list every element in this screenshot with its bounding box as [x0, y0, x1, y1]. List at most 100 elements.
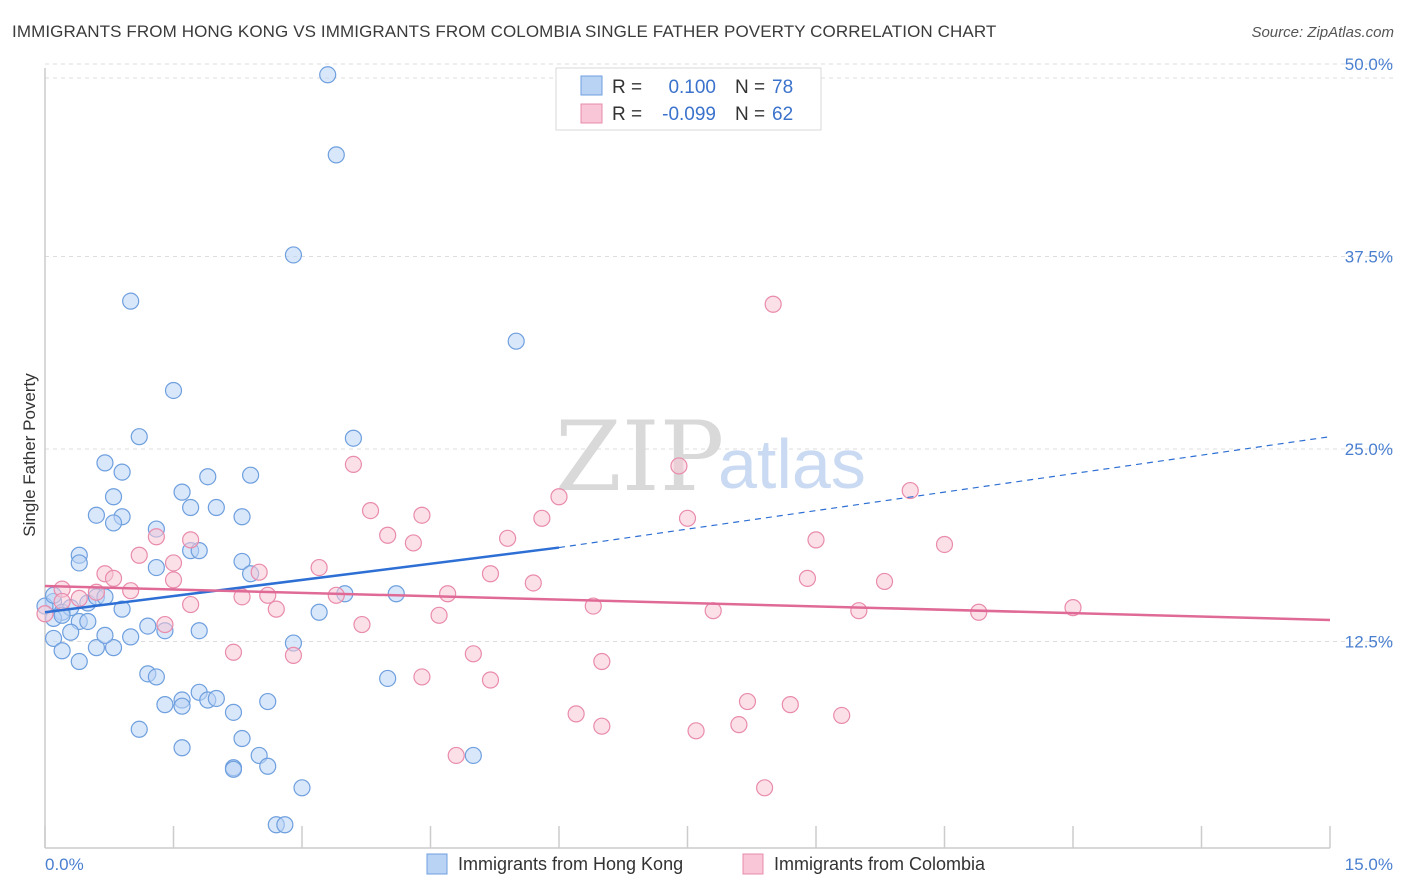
hong-kong-point: [87, 506, 106, 524]
hong-kong-point: [62, 623, 80, 641]
hong-kong-point: [104, 514, 123, 532]
colombia-point: [550, 488, 568, 506]
hong-kong-point: [70, 652, 88, 671]
colombia-point: [122, 582, 140, 600]
hong-kong-point: [327, 146, 345, 164]
x-tick-label: 15.0%: [1345, 855, 1393, 874]
colombia-point: [327, 586, 345, 604]
colombia-point: [361, 502, 380, 520]
hong-kong-point: [199, 468, 217, 486]
legend-swatch-colombia: [580, 103, 603, 124]
hong-kong-point: [224, 760, 243, 778]
colombia-point: [481, 565, 500, 583]
hong-kong-point: [207, 689, 225, 708]
colombia-point: [524, 574, 542, 592]
colombia-point: [53, 592, 71, 611]
hong-kong-point: [259, 692, 277, 711]
colombia-point: [233, 588, 251, 606]
series-colombia-points: [36, 295, 1082, 797]
hong-kong-point: [96, 626, 114, 644]
watermark: ZIP atlas: [555, 401, 866, 513]
hong-kong-point: [190, 622, 208, 640]
colombia-point: [738, 692, 757, 711]
colombia-point: [499, 529, 517, 547]
hong-kong-point: [173, 483, 191, 501]
colombia-point: [807, 531, 825, 549]
hong-kong-point: [344, 429, 362, 447]
hong-kong-point: [70, 554, 88, 572]
hong-kong-point: [156, 696, 174, 714]
colombia-point: [267, 600, 285, 618]
series-legend: Immigrants from Hong Kong Immigrants fro…: [426, 853, 986, 875]
legend-n-label-1: N =: [735, 77, 765, 98]
watermark-zip: ZIP: [555, 401, 724, 513]
hong-kong-point: [96, 454, 114, 472]
colombia-point: [567, 705, 585, 723]
hong-kong-point: [130, 720, 148, 738]
colombia-point: [935, 535, 954, 554]
legend-n-value-1: 78: [772, 77, 793, 98]
hong-kong-trend-extension: [558, 436, 1331, 549]
colombia-point: [284, 646, 303, 664]
bottom-legend-hong-kong: Immigrants from Hong Kong: [458, 854, 683, 874]
colombia-point: [404, 534, 422, 552]
hong-kong-point: [319, 66, 337, 84]
hong-kong-point: [139, 617, 157, 635]
colombia-point: [850, 602, 868, 620]
hong-kong-point: [224, 703, 243, 721]
y-tick-label: 37.5%: [1345, 248, 1393, 267]
legend-r-label-2: R =: [612, 104, 642, 125]
hong-kong-point: [207, 498, 225, 517]
colombia-point: [430, 606, 448, 624]
hong-kong-point: [233, 729, 251, 748]
colombia-point: [439, 585, 457, 603]
hong-kong-point: [464, 746, 482, 765]
hong-kong-point: [104, 488, 123, 506]
hong-kong-point: [79, 612, 97, 631]
hong-kong-point: [182, 498, 200, 517]
bottom-legend-swatch-hong-kong: [426, 853, 448, 875]
watermark-atlas: atlas: [718, 425, 866, 503]
colombia-point: [36, 605, 54, 623]
legend-n-value-2: 62: [772, 104, 793, 125]
colombia-point: [481, 671, 500, 689]
y-tick-label: 12.5%: [1345, 633, 1393, 652]
y-tick-label: 50.0%: [1345, 55, 1393, 74]
x-tick-label: 0.0%: [45, 855, 84, 874]
hong-kong-point: [310, 603, 328, 621]
colombia-point: [224, 643, 243, 661]
legend-swatch-hong-kong: [580, 75, 603, 96]
colombia-point: [464, 645, 482, 663]
colombia-point: [310, 558, 328, 577]
hong-kong-point: [276, 816, 294, 834]
colombia-point: [182, 595, 200, 614]
colombia-point: [704, 602, 722, 620]
source-label: Source: ZipAtlas.com: [1251, 24, 1394, 41]
hong-kong-point: [387, 585, 405, 603]
bottom-legend-swatch-colombia: [742, 853, 764, 875]
hong-kong-point: [104, 639, 123, 657]
trend-lines: [44, 436, 1331, 622]
hong-kong-point: [379, 669, 397, 688]
colombia-point: [755, 779, 774, 797]
colombia-point: [1064, 599, 1082, 617]
colombia-point: [687, 722, 705, 740]
hong-kong-point: [242, 466, 260, 484]
colombia-point: [70, 589, 88, 607]
colombia-point: [344, 455, 362, 473]
hong-kong-point: [147, 558, 165, 577]
hong-kong-point: [507, 332, 525, 350]
colombia-point: [875, 572, 894, 591]
hong-kong-point: [173, 697, 191, 715]
colombia-point: [730, 716, 748, 734]
colombia-point: [970, 603, 988, 621]
colombia-point: [901, 481, 919, 500]
tick-labels: 12.5% 25.0% 37.5% 50.0% 0.0% 15.0%: [45, 55, 1393, 874]
colombia-point: [593, 652, 611, 671]
hong-kong-point: [293, 779, 311, 797]
hong-kong-point: [44, 629, 63, 648]
hong-kong-point: [87, 639, 106, 657]
colombia-point: [670, 457, 688, 475]
hong-kong-point: [259, 757, 277, 775]
hong-kong-point: [122, 292, 140, 310]
